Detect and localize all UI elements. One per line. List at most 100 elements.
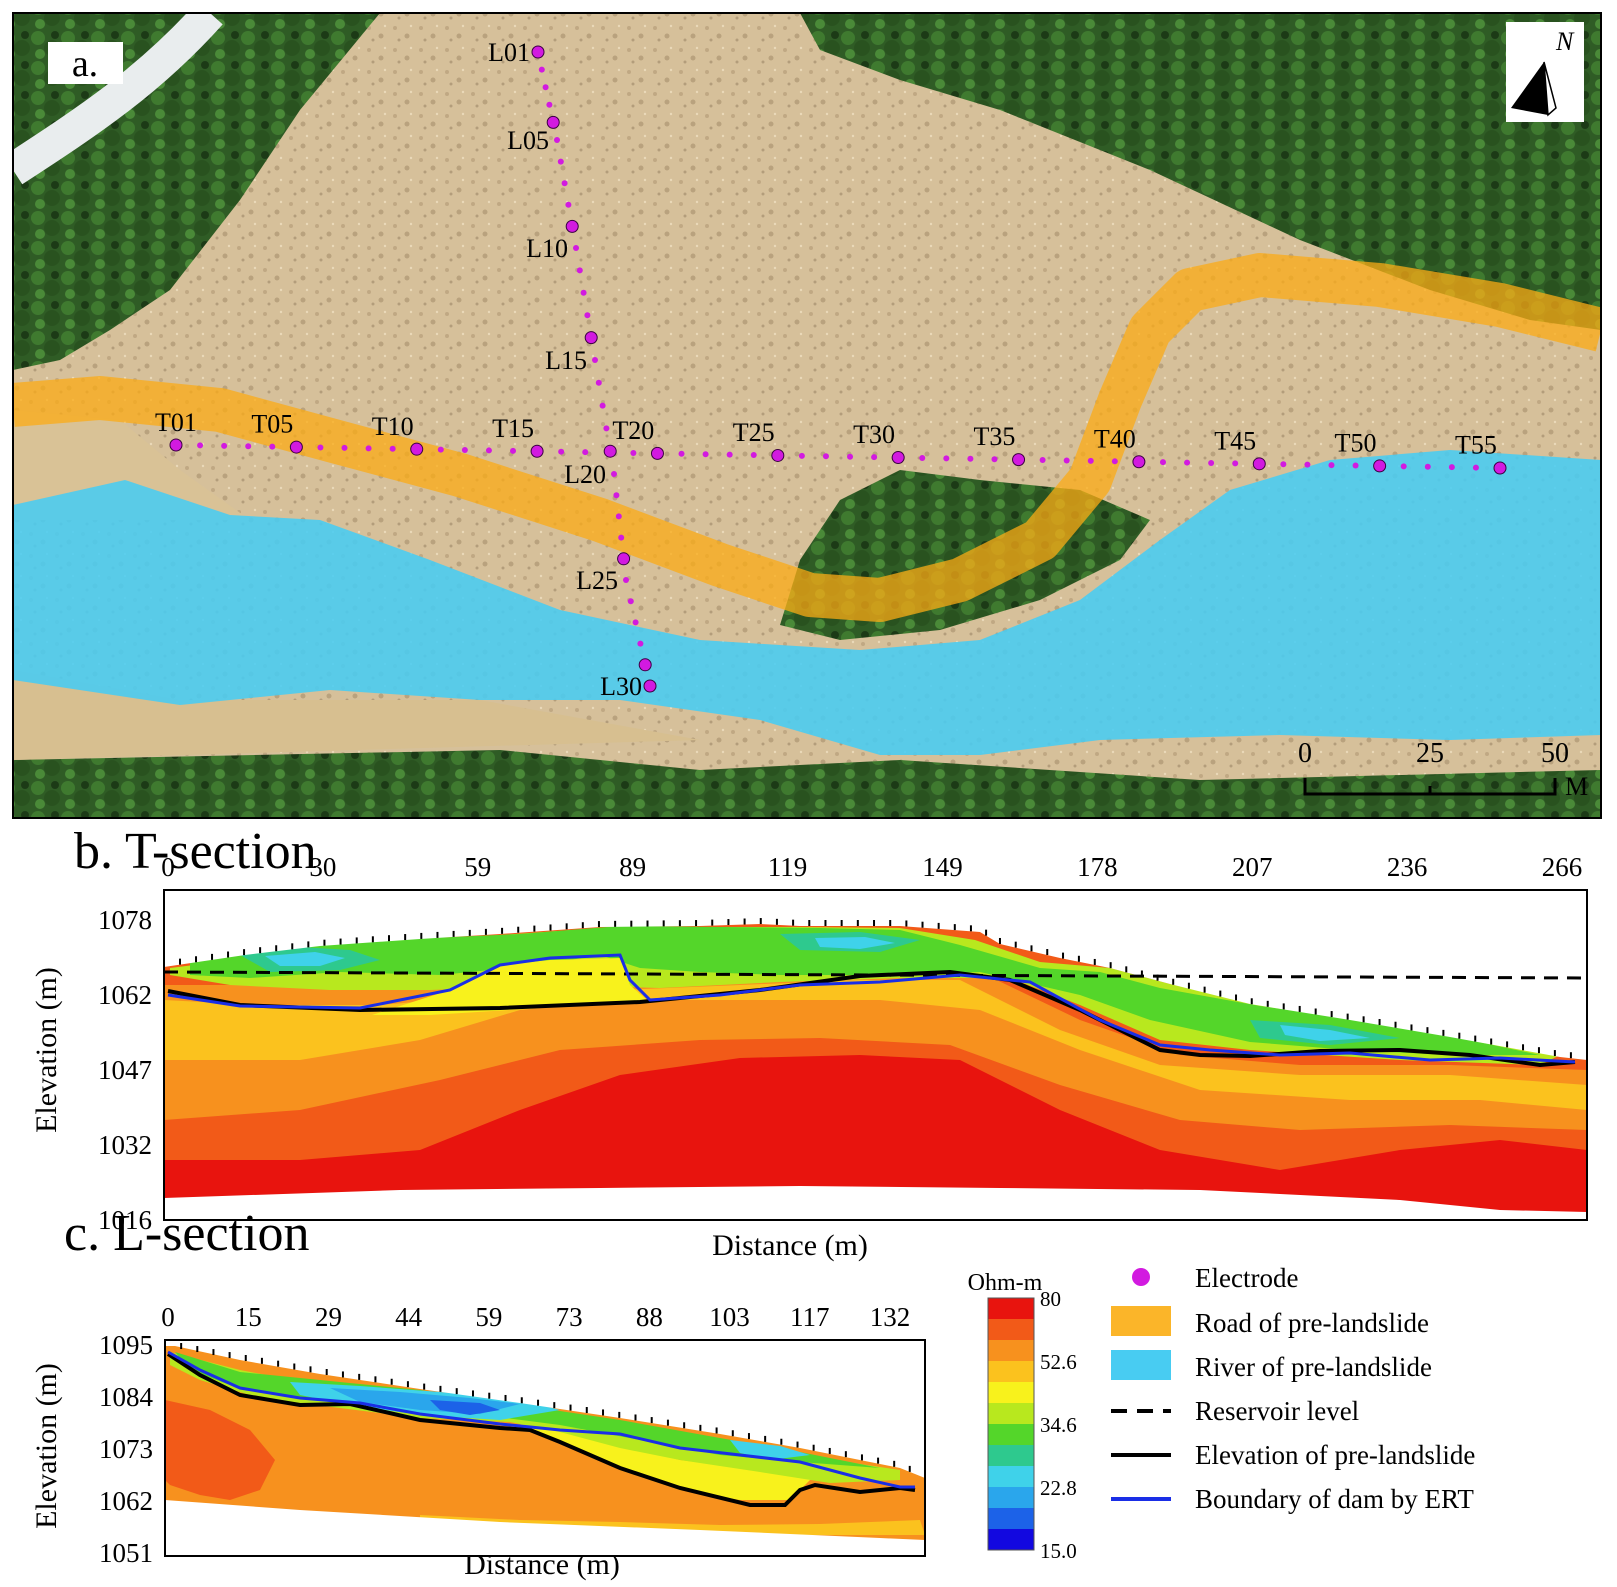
- colorbar-swatch: [988, 1382, 1034, 1404]
- panel-c-x-tick-label: 29: [315, 1302, 342, 1332]
- l-electrode-dot: [546, 115, 560, 129]
- t-electrode-dot: [245, 443, 252, 450]
- t-electrode-dot: [1280, 461, 1287, 468]
- t-electrode-label: T30: [853, 420, 895, 449]
- l-section-resistivity: [165, 1340, 925, 1556]
- forest-area: [13, 750, 1601, 818]
- legend-electrode-icon: [1132, 1268, 1150, 1286]
- pre-landslide-road: [13, 253, 1601, 622]
- t-surface-mask: [164, 890, 1587, 1060]
- panel-a-label: a.: [72, 43, 98, 85]
- t-electrode-dot: [582, 449, 589, 456]
- legend-road-label: Road of pre-landslide: [1195, 1308, 1429, 1338]
- aerial-map-panel: T01 T05 T10 T15 T20 T25 T30 T35 T40 T45 T50 T55 L01…: [13, 13, 1601, 818]
- l-electrode-dot: [595, 379, 602, 386]
- legend-road-swatch: [1111, 1306, 1171, 1336]
- colorbar-swatch: [988, 1529, 1034, 1551]
- t-electrode-dot: [1208, 459, 1215, 466]
- l-electrode-dot: [627, 598, 634, 605]
- t-electrode-dot: [991, 456, 998, 463]
- l-electrode-dot: [531, 45, 545, 59]
- legend-dam-boundary-label: Boundary of dam by ERT: [1195, 1484, 1474, 1514]
- t-electrode-dot: [847, 453, 854, 460]
- l-electrode-dot: [611, 471, 617, 477]
- l-electrode-dot: [565, 201, 572, 208]
- l-surface-mask: [165, 1340, 925, 1478]
- t-electrode-dot: [1373, 459, 1387, 473]
- t-electrode-dot: [1424, 463, 1431, 470]
- panel-b-ylabel: Elevation (m): [30, 967, 63, 1133]
- scale-tick-25: 25: [1416, 738, 1444, 769]
- panel-c-x-tick-label: 73: [556, 1302, 583, 1332]
- colorbar-title: Ohm-m: [968, 1270, 1043, 1296]
- pre-landslide-river: [13, 450, 1601, 755]
- t-electrode-dot: [269, 443, 276, 450]
- l-electrode-dot: [546, 101, 553, 108]
- l-electrode-label: L01: [488, 38, 530, 67]
- t-electrode-dot: [1352, 462, 1359, 469]
- t-electrode-dot: [1304, 461, 1311, 468]
- t-electrode-dot: [1184, 459, 1191, 466]
- panel-c-y-tick-label: 1095: [99, 1330, 153, 1360]
- l-electrode-label: L30: [600, 672, 642, 701]
- legend-river-swatch: [1111, 1350, 1171, 1380]
- scale-tick-50: 50: [1541, 738, 1569, 769]
- l-electrode-dot: [584, 312, 591, 319]
- colorbar: [987, 1297, 1035, 1551]
- t-electrode-label: T05: [251, 410, 293, 439]
- resistivity-pocket-15: [430, 1400, 500, 1415]
- panel-b-y-tick-label: 1062: [98, 980, 152, 1010]
- t-electrode-dot: [891, 451, 905, 465]
- t-electrode-dot: [1159, 459, 1166, 466]
- t-electrode-dot: [530, 444, 544, 458]
- legend-electrode-label: Electrode: [1195, 1263, 1298, 1293]
- panel-b-x-tick-label: 207: [1232, 852, 1273, 882]
- panel-b-x-tick-label: 0: [161, 852, 175, 882]
- l-line-electrodes: [531, 45, 657, 693]
- panel-b-y-tick-label: 1047: [98, 1055, 152, 1085]
- resistivity-dam-yellow: [372, 958, 650, 1015]
- colorbar-tick-label: 34.6: [1040, 1413, 1077, 1437]
- panel-c-x-tick-label: 132: [870, 1302, 911, 1332]
- t-electrode-dot: [365, 445, 372, 452]
- colorbar-swatch: [988, 1466, 1034, 1488]
- scale-tick-0: 0: [1298, 738, 1312, 769]
- t-line-electrodes: [169, 438, 1507, 475]
- l-electrode-dot: [615, 513, 622, 520]
- l-electrode-label: L05: [507, 126, 549, 155]
- panel-b-x-tick-label: 236: [1387, 852, 1428, 882]
- colorbar-tick-label: 22.8: [1040, 1476, 1077, 1500]
- panel-c-frame: [164, 1339, 926, 1557]
- l-electrode-label: L15: [545, 346, 587, 375]
- t-electrode-dot: [1232, 460, 1239, 467]
- panel-b-x-tick-label: 89: [619, 852, 646, 882]
- panel-c-x-tick-label: 44: [395, 1302, 423, 1332]
- t-electrode-dot: [726, 451, 733, 458]
- t-electrode-dot: [750, 452, 757, 459]
- colorbar-swatch: [988, 1424, 1034, 1446]
- legend-river-label: River of pre-landslide: [1195, 1352, 1432, 1382]
- t-electrode-dot: [1328, 462, 1335, 469]
- t-electrode-dot: [289, 440, 303, 454]
- t-electrode-dot: [1472, 464, 1479, 471]
- t-electrode-dot: [1111, 458, 1118, 465]
- t-electrode-dot: [461, 447, 468, 454]
- t-electrode-dot: [822, 453, 829, 460]
- l-electrode-dot: [613, 492, 620, 499]
- t-electrode-dot: [1493, 461, 1507, 475]
- panel-b-x-tick-label: 59: [464, 852, 491, 882]
- panel-c-x-tick-label: 59: [475, 1302, 502, 1332]
- l-electrode-dot: [561, 180, 568, 187]
- t-electrode-dot: [341, 444, 348, 451]
- legend-pre-elevation-label: Elevation of pre-landslide: [1195, 1440, 1475, 1470]
- t-electrode-dot: [771, 448, 785, 462]
- legend-reservoir-label: Reservoir level: [1195, 1396, 1359, 1426]
- panel-c-y-tick-label: 1084: [99, 1382, 154, 1412]
- colorbar-swatch: [988, 1487, 1034, 1509]
- t-electrode-label: T55: [1455, 431, 1497, 460]
- colorbar-swatch: [988, 1340, 1034, 1362]
- t-electrode-dot: [798, 452, 805, 459]
- l-electrode-dot: [557, 158, 564, 165]
- t-electrode-label: T01: [155, 408, 197, 437]
- panel-c-y-tick-label: 1062: [99, 1486, 153, 1516]
